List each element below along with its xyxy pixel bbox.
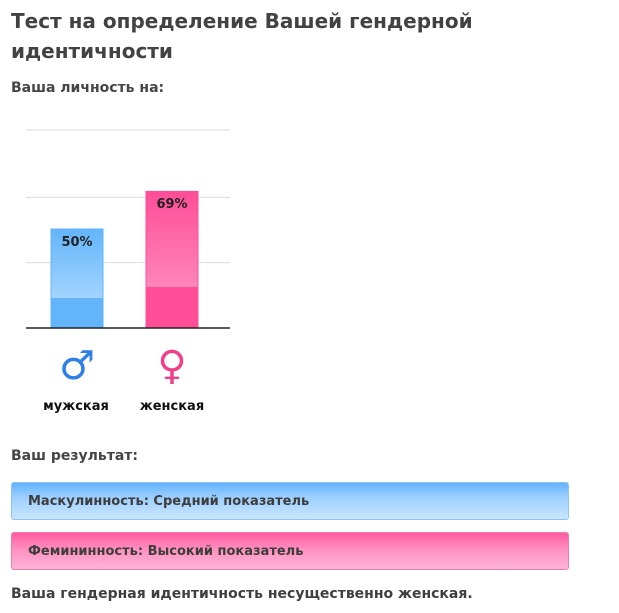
masculinity-result-bar: Маскулинность: Средний показатель (11, 482, 569, 520)
chart-canvas (26, 129, 230, 329)
bar-value-label-female: 69% (156, 197, 188, 213)
gender-chart: 50% 69% ♂ ♀ мужская женская (0, 110, 260, 430)
page-title: Тест на определение Вашей гендерной иден… (11, 9, 473, 63)
category-label-male: мужская (43, 399, 109, 414)
male-symbol-icon: ♂ (59, 343, 95, 389)
bar-female-base (146, 287, 198, 328)
female-symbol-icon: ♀ (157, 343, 187, 389)
conclusion-text: Ваша гендерная идентичность несущественн… (11, 586, 473, 602)
category-label-female: женская (139, 399, 205, 414)
bar-value-label-male: 50% (61, 235, 93, 250)
result-heading: Ваш результат: (11, 448, 139, 464)
bar-male-base (51, 298, 103, 328)
femininity-result-bar: Фемининность: Высокий показатель (11, 532, 569, 570)
chart-subtitle: Ваша личность на: (11, 80, 165, 96)
